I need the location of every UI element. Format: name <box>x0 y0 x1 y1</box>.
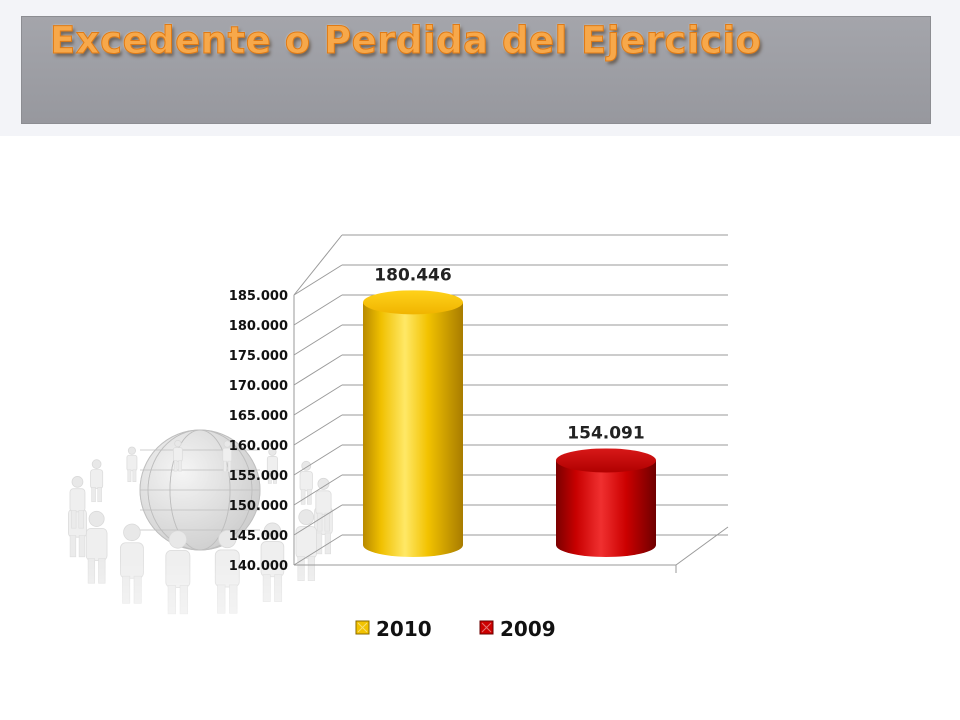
person-body <box>295 526 317 559</box>
gridline-side <box>293 444 343 476</box>
person-body <box>173 447 183 462</box>
person-figure <box>90 459 104 503</box>
person-body <box>85 527 108 561</box>
person-leg <box>69 535 77 558</box>
bar-2009 <box>556 448 656 557</box>
person-leg <box>178 460 182 472</box>
person-head <box>174 439 182 448</box>
person-leg <box>78 510 84 529</box>
person-leg <box>127 469 132 482</box>
person-leg <box>223 460 227 473</box>
person-figure <box>126 446 138 482</box>
person-leg <box>324 512 331 532</box>
data-labels: 180.446 154.091 <box>374 265 644 443</box>
y-tick-label: 155.000 <box>229 469 288 484</box>
bar-body <box>556 460 656 557</box>
person-head <box>91 459 102 469</box>
gridlines <box>293 234 729 573</box>
person-head <box>223 440 231 448</box>
person-head <box>127 446 136 455</box>
person-body <box>90 469 104 489</box>
legend-swatch-shine <box>481 622 492 633</box>
person-body <box>126 454 138 472</box>
gridline-side <box>293 354 343 386</box>
person-leg <box>173 460 178 472</box>
person-head <box>88 510 105 527</box>
legend-label: 2010 <box>376 617 432 641</box>
y-axis-tick-labels: 140.000 145.000 150.000 155.000 160.000 165.0… <box>229 289 288 574</box>
y-tick-label: 145.000 <box>229 529 288 544</box>
person-leg <box>71 510 77 529</box>
gridline-side <box>293 414 343 446</box>
gridline-side <box>293 534 343 566</box>
person-head <box>317 477 330 490</box>
legend-label: 2009 <box>500 617 556 641</box>
globe-people-illustration <box>50 429 370 680</box>
y-tick-label: 165.000 <box>229 409 288 424</box>
person-head <box>218 529 237 549</box>
person-leg <box>273 471 277 484</box>
title-bar: Excedente o Perdida del Ejercicio <box>21 16 931 124</box>
y-tick-label: 180.000 <box>229 319 288 334</box>
bars <box>363 290 656 557</box>
person-head <box>263 522 282 540</box>
gridline-side <box>293 474 343 506</box>
bar-top <box>556 448 656 473</box>
person-leg <box>300 489 306 505</box>
gridline-side <box>293 294 343 326</box>
person-leg <box>307 489 312 505</box>
globe-meridian <box>169 429 231 551</box>
person-leg <box>91 487 96 503</box>
gridline-side <box>293 324 343 356</box>
gridline-side <box>293 504 343 536</box>
person-head <box>268 447 277 456</box>
person-figure <box>222 440 233 473</box>
y-tick-label: 150.000 <box>229 499 288 514</box>
y-tick-label: 170.000 <box>229 379 288 394</box>
legend-swatch <box>355 620 370 635</box>
legend-swatch <box>479 620 494 635</box>
person-head <box>301 460 312 471</box>
y-tick-label: 175.000 <box>229 349 288 364</box>
person-leg <box>97 487 102 503</box>
person-leg <box>78 535 86 558</box>
person-figure <box>173 439 183 472</box>
person-leg <box>316 512 323 532</box>
gridline-side <box>293 264 343 296</box>
gridline-side <box>293 384 343 416</box>
legend-item-2010: 2010 <box>355 617 432 641</box>
bar-body <box>363 302 463 557</box>
y-tick-label: 185.000 <box>229 289 288 304</box>
data-label-2009: 154.091 <box>567 423 644 443</box>
fade-overlay <box>50 560 370 680</box>
person-head <box>71 476 84 488</box>
legend: 2010 2009 <box>355 617 556 641</box>
person-figure <box>69 476 86 529</box>
legend-item-2009: 2009 <box>479 617 556 641</box>
bar-2010 <box>363 290 463 557</box>
person-head <box>168 530 188 549</box>
person-leg <box>132 469 137 482</box>
person-head <box>123 523 141 542</box>
y-tick-label: 140.000 <box>229 559 288 574</box>
slide-title: Excedente o Perdida del Ejercicio <box>50 19 762 63</box>
gridline-side <box>293 234 343 296</box>
person-head <box>298 509 315 526</box>
floor-right-edge <box>675 526 729 566</box>
person-leg <box>267 471 272 484</box>
person-figure <box>266 447 278 484</box>
person-figure <box>315 477 332 532</box>
person-body <box>299 471 313 492</box>
legend-swatch-shine <box>357 622 368 633</box>
person-body <box>69 488 86 513</box>
person-body <box>222 447 233 463</box>
person-body <box>315 490 332 515</box>
person-body <box>266 456 278 473</box>
bar-top <box>363 290 463 315</box>
person-figure <box>299 460 313 505</box>
person-leg <box>227 460 232 473</box>
y-tick-label: 160.000 <box>229 439 288 454</box>
data-label-2010: 180.446 <box>374 265 451 285</box>
